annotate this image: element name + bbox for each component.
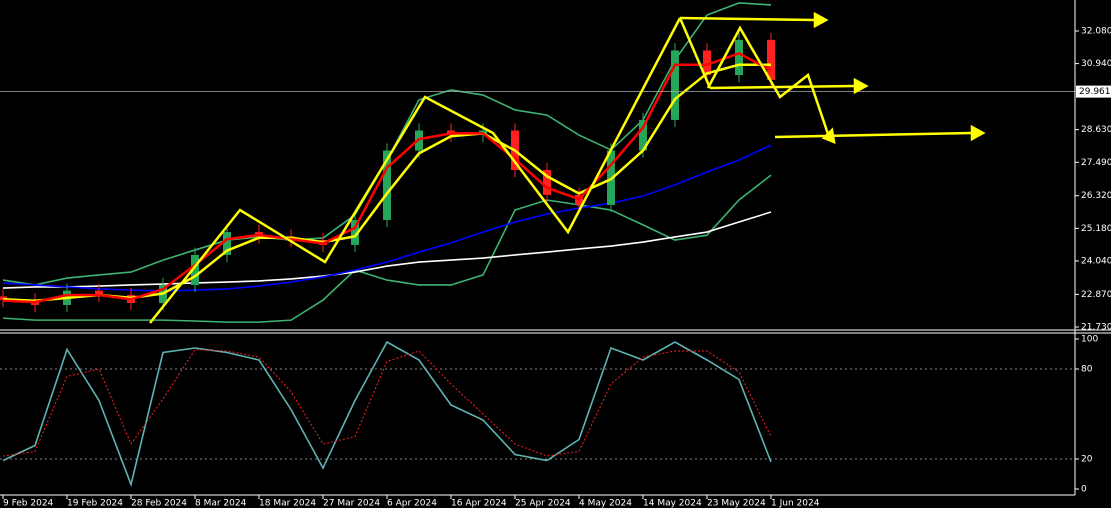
candle-body bbox=[383, 150, 391, 221]
x-tick-label: 9 Feb 2024 bbox=[3, 499, 54, 508]
trend-zigzag bbox=[706, 25, 832, 141]
series-line bbox=[2, 63, 771, 302]
y-tick-label: 32.080 bbox=[1081, 27, 1111, 37]
candle-body bbox=[543, 169, 551, 195]
arrow-head bbox=[853, 77, 869, 95]
x-tick-label: 28 Feb 2024 bbox=[131, 499, 187, 508]
x-tick-label: 18 Mar 2024 bbox=[259, 499, 316, 508]
candle-body bbox=[767, 39, 775, 80]
x-tick-label: 6 Apr 2024 bbox=[387, 499, 437, 508]
y-tick-label: 27.490 bbox=[1081, 158, 1111, 168]
x-tick-label: 1 Jun 2024 bbox=[771, 499, 820, 508]
x-tick-label: 23 May 2024 bbox=[707, 499, 766, 508]
candle-body bbox=[639, 119, 647, 151]
x-tick-label: 4 May 2024 bbox=[579, 499, 632, 508]
arrow-head bbox=[813, 11, 829, 29]
candle-body bbox=[223, 232, 231, 255]
series-line bbox=[2, 348, 772, 457]
x-tick-label: 14 May 2024 bbox=[643, 499, 702, 508]
candle-body bbox=[671, 50, 679, 120]
trend-line bbox=[709, 84, 856, 90]
series-line bbox=[2, 174, 772, 323]
y-tick-label: 28.630 bbox=[1081, 125, 1111, 135]
series-line bbox=[2, 340, 772, 488]
x-tick-label: 19 Feb 2024 bbox=[67, 499, 123, 508]
y-tick-label: 25.180 bbox=[1081, 224, 1111, 234]
arrow-head bbox=[821, 127, 836, 144]
y-tick-label: 0 bbox=[1081, 485, 1087, 495]
series-line bbox=[2, 51, 772, 304]
candle-body bbox=[95, 290, 103, 295]
current-price-box bbox=[1076, 85, 1111, 98]
y-tick-label: 20 bbox=[1081, 455, 1093, 465]
candle-body bbox=[191, 254, 199, 285]
candle-body bbox=[703, 50, 711, 76]
y-tick-label: 24.040 bbox=[1081, 256, 1111, 266]
x-tick-label: 25 Apr 2024 bbox=[515, 499, 571, 508]
y-tick-label: 26.320 bbox=[1081, 191, 1111, 201]
trend-line bbox=[774, 131, 973, 139]
y-tick-label: 30.940 bbox=[1081, 59, 1111, 69]
arrow-head bbox=[970, 124, 986, 142]
drawings bbox=[149, 11, 986, 324]
y-tick-label: 21.730 bbox=[1081, 322, 1111, 332]
series-line bbox=[2, 211, 772, 289]
candle-body bbox=[735, 39, 743, 76]
y-tick-label: 22.870 bbox=[1081, 290, 1111, 300]
x-tick-label: 8 Mar 2024 bbox=[195, 499, 247, 508]
candle-body bbox=[351, 220, 359, 245]
y-tick-label: 80 bbox=[1081, 365, 1093, 375]
x-tick-label: 27 Mar 2024 bbox=[323, 499, 380, 508]
trend-line bbox=[678, 17, 712, 89]
y-tick-label: 100 bbox=[1081, 335, 1098, 345]
x-tick-label: 16 Apr 2024 bbox=[451, 499, 507, 508]
current-price-label: 29.961 bbox=[1079, 87, 1111, 97]
trend-line bbox=[679, 16, 816, 22]
trend-zigzag bbox=[149, 17, 682, 324]
